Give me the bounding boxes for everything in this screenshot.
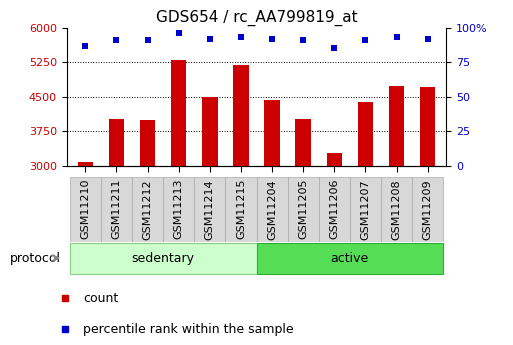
- Point: [206, 36, 214, 41]
- Text: active: active: [331, 252, 369, 265]
- Text: GSM11211: GSM11211: [111, 179, 122, 239]
- Bar: [295, 119, 311, 304]
- Text: GSM11210: GSM11210: [81, 179, 90, 239]
- Bar: [163, 177, 194, 242]
- Bar: [101, 177, 132, 242]
- Bar: [326, 153, 342, 304]
- Title: GDS654 / rc_AA799819_at: GDS654 / rc_AA799819_at: [155, 10, 358, 26]
- Bar: [288, 177, 319, 242]
- Bar: [420, 87, 436, 304]
- Bar: [132, 177, 163, 242]
- Bar: [77, 162, 93, 304]
- Bar: [381, 177, 412, 242]
- Bar: [70, 177, 101, 242]
- Point: [81, 43, 89, 48]
- Point: [424, 36, 432, 41]
- Bar: [70, 243, 256, 274]
- Bar: [319, 177, 350, 242]
- Text: GSM11205: GSM11205: [298, 179, 308, 239]
- Text: protocol: protocol: [10, 252, 61, 265]
- Text: GSM11212: GSM11212: [143, 179, 152, 239]
- Bar: [202, 97, 218, 304]
- Text: GSM11209: GSM11209: [423, 179, 432, 239]
- Bar: [412, 177, 443, 242]
- Bar: [109, 119, 124, 304]
- Point: [174, 30, 183, 36]
- Bar: [171, 60, 187, 304]
- Text: percentile rank within the sample: percentile rank within the sample: [83, 323, 293, 336]
- Text: GSM11206: GSM11206: [329, 179, 339, 239]
- Point: [144, 37, 152, 43]
- Bar: [225, 177, 256, 242]
- Point: [299, 37, 307, 43]
- Bar: [194, 177, 225, 242]
- Point: [112, 37, 121, 43]
- Point: [392, 34, 401, 40]
- Bar: [140, 120, 155, 304]
- Bar: [256, 243, 443, 274]
- Point: [330, 46, 339, 51]
- Bar: [256, 177, 288, 242]
- Text: GSM11207: GSM11207: [361, 179, 370, 239]
- Bar: [264, 100, 280, 304]
- Text: GSM11215: GSM11215: [236, 179, 246, 239]
- Bar: [233, 65, 249, 304]
- Text: GSM11213: GSM11213: [174, 179, 184, 239]
- Bar: [389, 87, 404, 304]
- Point: [268, 36, 276, 41]
- Point: [237, 34, 245, 40]
- Bar: [350, 177, 381, 242]
- Point: [361, 37, 369, 43]
- Text: count: count: [83, 292, 118, 305]
- Bar: [358, 102, 373, 304]
- Text: GSM11214: GSM11214: [205, 179, 215, 239]
- Text: GSM11204: GSM11204: [267, 179, 277, 239]
- Text: sedentary: sedentary: [132, 252, 194, 265]
- Text: GSM11208: GSM11208: [391, 179, 402, 239]
